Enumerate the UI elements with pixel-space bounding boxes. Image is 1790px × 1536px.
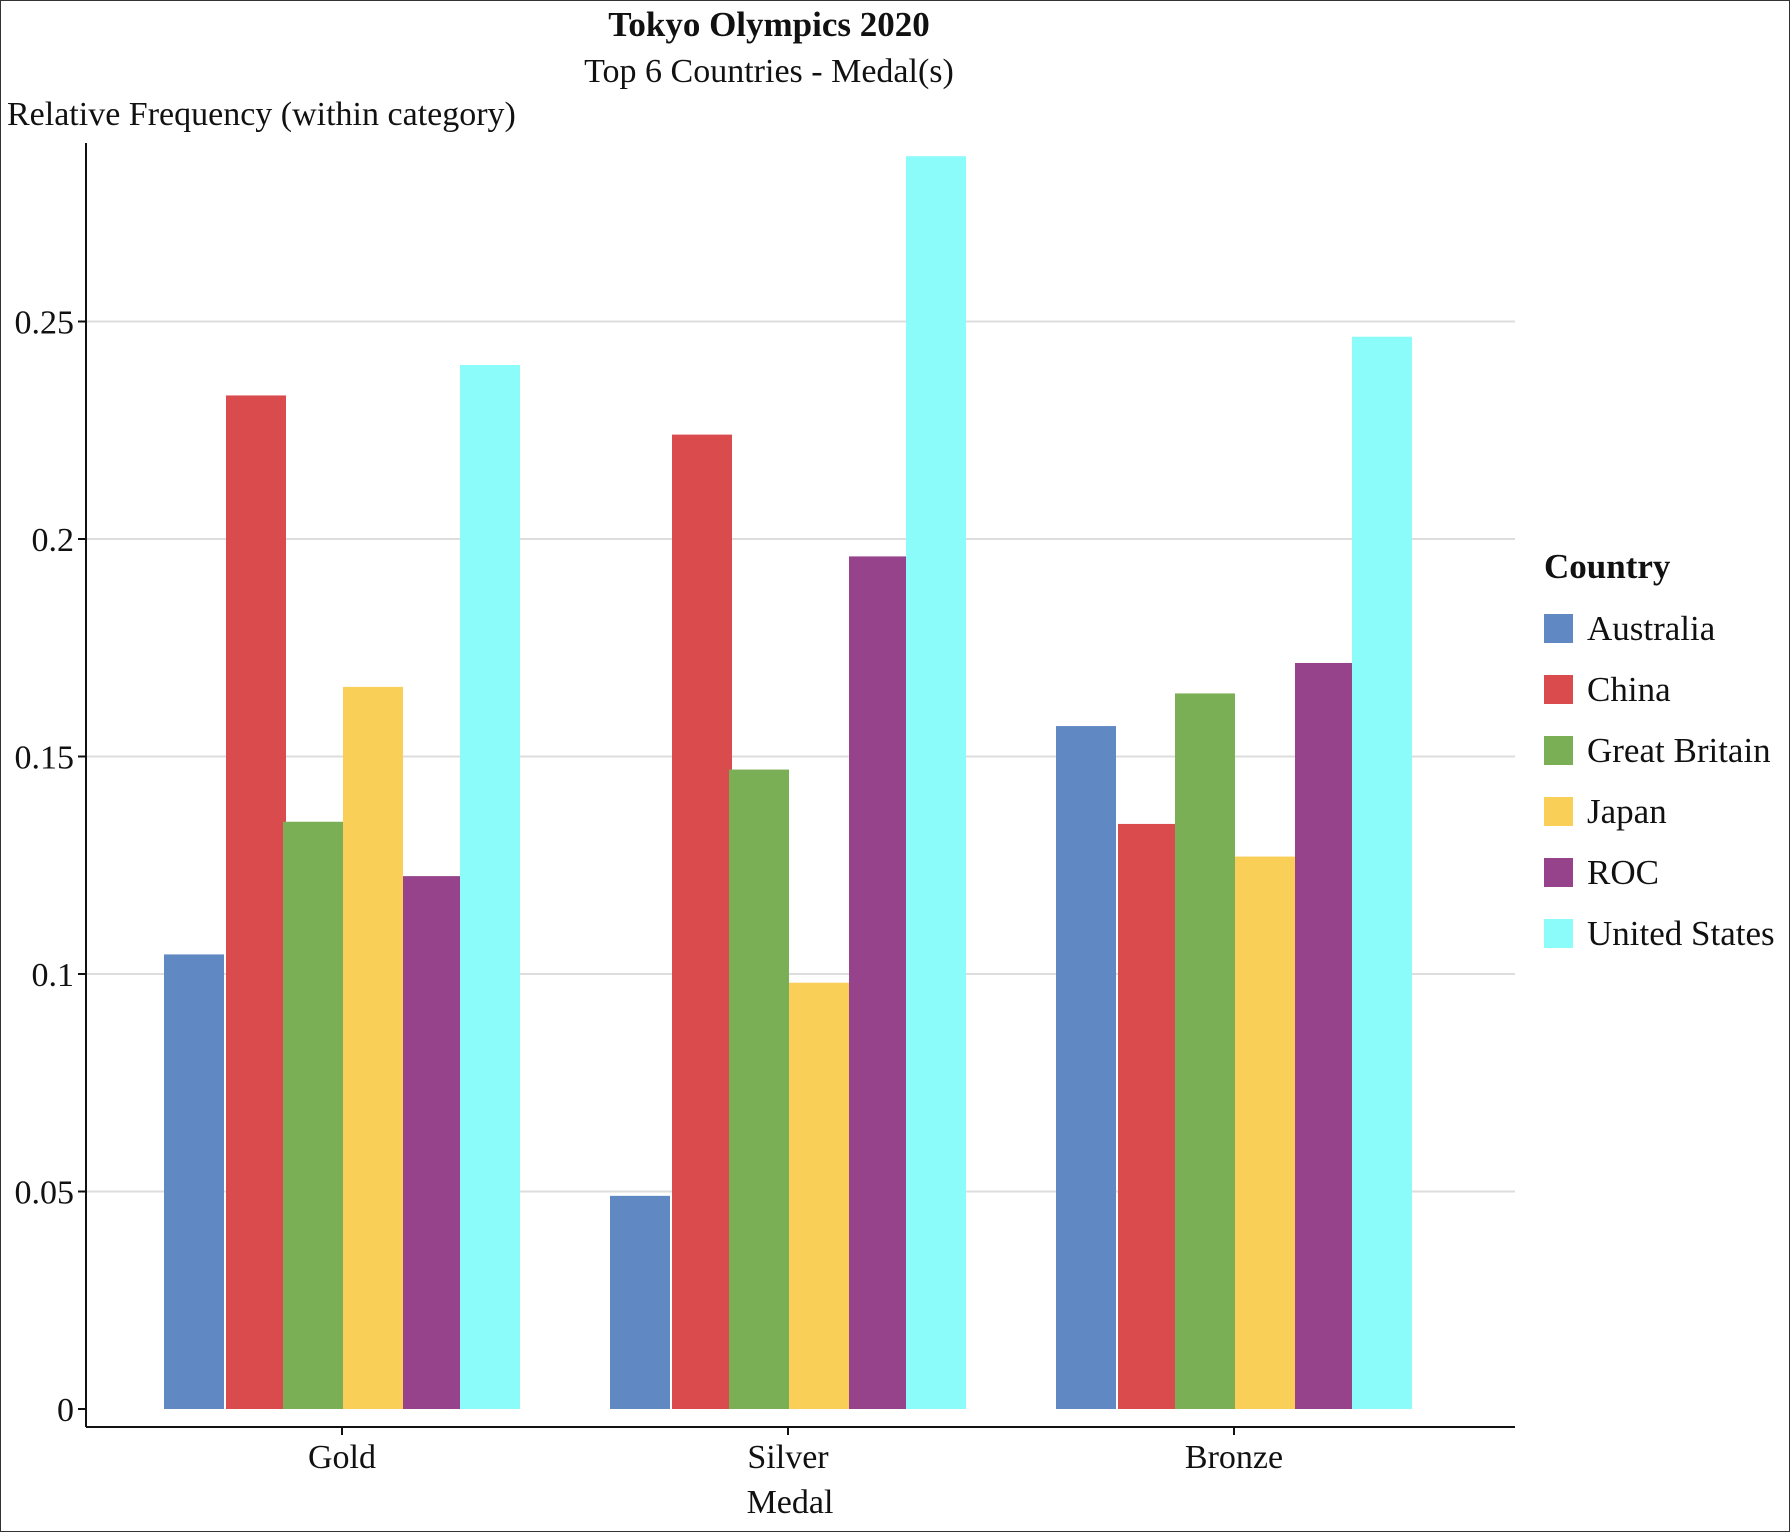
bar-bronze-china — [1118, 823, 1178, 1409]
legend-swatch — [1544, 858, 1573, 887]
legend-title: Country — [1544, 547, 1671, 586]
legend-swatch — [1544, 797, 1573, 826]
axes — [85, 143, 1515, 1428]
bar-gold-united-states — [460, 365, 520, 1409]
legend-swatch — [1544, 919, 1573, 948]
y-axis-label: Relative Frequency (within category) — [7, 96, 516, 133]
bar-bronze-australia — [1056, 726, 1116, 1409]
bars — [164, 156, 1412, 1410]
y-tick-label: 0.05 — [15, 1175, 75, 1212]
y-tick-label: 0 — [57, 1392, 74, 1429]
legend: Country Australia China Great Britain Japan… — [1544, 547, 1775, 953]
x-tick-label: Silver — [747, 1439, 829, 1476]
y-tick-label: 0.2 — [32, 522, 75, 559]
chart-subtitle: Top 6 Countries - Medal(s) — [584, 53, 954, 90]
legend-label: Great Britain — [1587, 731, 1771, 770]
y-tick-label: 0.25 — [15, 305, 75, 342]
bar-gold-australia — [164, 954, 224, 1409]
legend-label: Japan — [1587, 792, 1667, 831]
bar-gold-roc — [403, 876, 463, 1409]
legend-swatch — [1544, 675, 1573, 704]
bar-silver-china — [672, 434, 732, 1410]
bar-silver-japan — [789, 982, 849, 1409]
legend-label: Australia — [1587, 609, 1716, 648]
x-tick-label: Bronze — [1185, 1439, 1283, 1476]
bar-gold-china — [226, 395, 286, 1409]
legend-swatch — [1544, 614, 1573, 643]
bar-silver-great-britain — [729, 769, 789, 1409]
bar-bronze-roc — [1295, 662, 1355, 1409]
bar-silver-united-states — [906, 156, 966, 1410]
legend-items: Australia China Great Britain Japan ROC Unite… — [1544, 609, 1775, 953]
y-axis-ticks: 0 0.05 0.1 0.15 0.2 0.25 — [15, 305, 86, 1429]
bar-bronze-united-states — [1352, 336, 1412, 1410]
chart-title: Tokyo Olympics 2020 — [608, 5, 930, 44]
legend-label: China — [1587, 670, 1671, 709]
bar-bronze-japan — [1235, 856, 1295, 1409]
bar-gold-great-britain — [283, 821, 343, 1409]
bar-bronze-great-britain — [1175, 693, 1235, 1409]
bar-silver-australia — [610, 1195, 670, 1409]
y-tick-label: 0.15 — [15, 740, 75, 777]
bar-silver-roc — [849, 556, 909, 1409]
x-tick-label: Gold — [308, 1439, 376, 1476]
legend-swatch — [1544, 736, 1573, 765]
y-tick-label: 0.1 — [32, 957, 75, 994]
legend-label: United States — [1587, 914, 1775, 953]
bar-gold-japan — [343, 686, 403, 1409]
x-axis-label: Medal — [747, 1484, 834, 1521]
x-axis-ticks: Gold Silver Bronze — [308, 1427, 1283, 1476]
legend-label: ROC — [1587, 853, 1659, 892]
